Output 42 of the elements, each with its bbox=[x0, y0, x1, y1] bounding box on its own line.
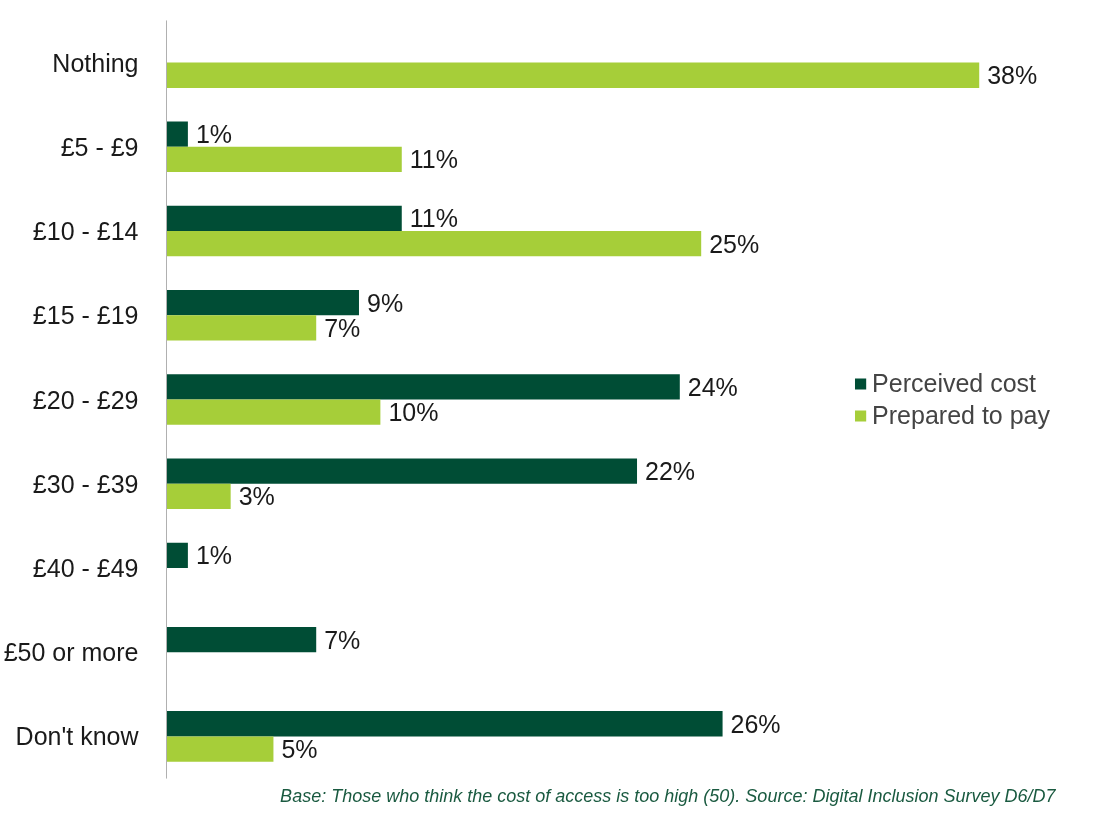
data-label: 10% bbox=[388, 398, 439, 427]
data-label: 1% bbox=[195, 541, 233, 570]
bar bbox=[166, 374, 680, 400]
bar bbox=[166, 736, 274, 762]
bar bbox=[166, 483, 231, 509]
y-tick-label: £10 - £14 bbox=[32, 217, 139, 246]
text: Base: Those who think the cost of access is too high (50). Source: Digital Inclusion Survey D6/D7 bbox=[280, 785, 1057, 806]
y-tick-label: £50 or more bbox=[3, 638, 139, 667]
data-label: 26% bbox=[730, 709, 781, 738]
data-label: 22% bbox=[645, 457, 696, 486]
data-label: 24% bbox=[687, 372, 738, 401]
data-label: 7% bbox=[324, 625, 361, 654]
y-tick-label: £40 - £49 bbox=[32, 553, 139, 582]
bar bbox=[166, 121, 188, 147]
y-tick-label: £15 - £19 bbox=[32, 301, 139, 330]
y-tick-label: £30 - £39 bbox=[32, 469, 139, 498]
data-label: 9% bbox=[366, 288, 404, 317]
data-label: 5% bbox=[281, 735, 318, 764]
bar bbox=[166, 146, 402, 173]
bar bbox=[166, 315, 317, 341]
y-tick-label: Don't know bbox=[15, 722, 140, 751]
data-label: 3% bbox=[238, 482, 275, 511]
bar bbox=[166, 290, 359, 316]
bar bbox=[166, 231, 702, 257]
legend-label: Prepared to pay bbox=[872, 400, 1050, 430]
data-label: 11% bbox=[409, 204, 458, 233]
bar bbox=[166, 711, 723, 737]
data-label: 7% bbox=[324, 313, 361, 342]
y-tick-label: Nothing bbox=[52, 48, 139, 77]
bar bbox=[166, 626, 317, 653]
data-label: 38% bbox=[987, 61, 1038, 90]
y-tick-label: £5 - £9 bbox=[60, 132, 139, 161]
data-label: 25% bbox=[709, 229, 760, 258]
bar bbox=[166, 62, 980, 88]
y-tick-label: £20 - £29 bbox=[32, 385, 139, 414]
bar bbox=[166, 542, 188, 568]
data-label: 1% bbox=[195, 120, 233, 149]
data-label: 11% bbox=[409, 145, 458, 174]
bar bbox=[166, 205, 402, 232]
bar bbox=[166, 399, 381, 425]
bar bbox=[166, 458, 638, 484]
legend-label: Perceived cost bbox=[872, 368, 1037, 398]
